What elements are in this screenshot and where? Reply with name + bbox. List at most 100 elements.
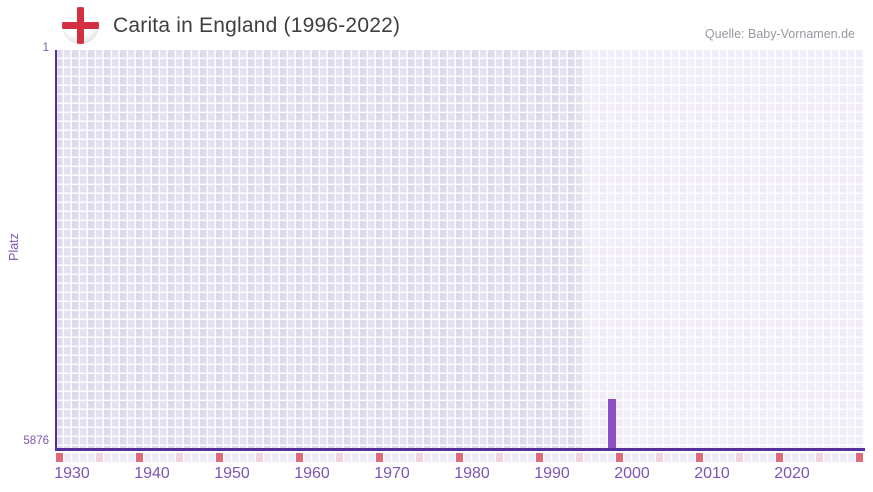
y-axis-tick-bottom: 5876 [23, 435, 49, 447]
ruler-cell [648, 453, 656, 462]
x-tick-label-1980: 1980 [454, 465, 490, 482]
ruler-cell [536, 453, 544, 462]
ruler-cell [792, 453, 800, 462]
ruler-cell [472, 453, 480, 462]
ruler-cell [640, 453, 648, 462]
ruler-cell [704, 453, 712, 462]
ruler-cell [696, 453, 704, 462]
ruler-cell [744, 453, 752, 462]
ruler-cell [336, 453, 344, 462]
ruler-cell [816, 453, 824, 462]
ruler-cell [304, 453, 312, 462]
ruler-cell [224, 453, 232, 462]
x-tick-label-1990: 1990 [534, 465, 570, 482]
ruler-cell [576, 453, 584, 462]
ruler-cell [856, 453, 864, 462]
ruler-cell [656, 453, 664, 462]
ruler-cell [296, 453, 304, 462]
ruler-cell [664, 453, 672, 462]
ruler-cell [248, 453, 256, 462]
ruler-cell [496, 453, 504, 462]
ruler-cell [448, 453, 456, 462]
ruler-cell [352, 453, 360, 462]
ruler-cell [440, 453, 448, 462]
england-flag-icon [62, 7, 99, 44]
ruler-cell [128, 453, 136, 462]
ruler-cell [736, 453, 744, 462]
year-ruler [56, 453, 864, 462]
grid-region-data [584, 50, 864, 448]
ruler-cell [840, 453, 848, 462]
ruler-cell [344, 453, 352, 462]
flag-cross-horizontal [62, 22, 99, 29]
ruler-cell [800, 453, 808, 462]
ruler-cell [168, 453, 176, 462]
x-tick-label-2020: 2020 [774, 465, 810, 482]
ruler-cell [400, 453, 408, 462]
ruler-cell [512, 453, 520, 462]
ruler-cell [720, 453, 728, 462]
ruler-cell [560, 453, 568, 462]
ruler-cell [568, 453, 576, 462]
ruler-cell [136, 453, 144, 462]
ruler-cell [160, 453, 168, 462]
ruler-cell [152, 453, 160, 462]
x-tick-label-1940: 1940 [134, 465, 170, 482]
ruler-cell [824, 453, 832, 462]
ruler-cell [408, 453, 416, 462]
ruler-cell [464, 453, 472, 462]
ruler-cell [728, 453, 736, 462]
ruler-cell [632, 453, 640, 462]
ruler-cell [600, 453, 608, 462]
ruler-cell [552, 453, 560, 462]
ruler-cell [384, 453, 392, 462]
ruler-cell [264, 453, 272, 462]
ruler-cell [752, 453, 760, 462]
ruler-cell [768, 453, 776, 462]
ruler-cell [488, 453, 496, 462]
ruler-cell [784, 453, 792, 462]
grid-region-pre [56, 50, 584, 448]
plot-area [56, 50, 864, 448]
ruler-cell [312, 453, 320, 462]
ruler-cell [520, 453, 528, 462]
ruler-cell [832, 453, 840, 462]
x-tick-label-1950: 1950 [214, 465, 250, 482]
ruler-cell [624, 453, 632, 462]
y-axis-label: Platz [7, 233, 21, 261]
ruler-cell [712, 453, 720, 462]
ruler-cell [592, 453, 600, 462]
x-tick-label-1960: 1960 [294, 465, 330, 482]
ruler-cell [528, 453, 536, 462]
ruler-cell [288, 453, 296, 462]
x-tick-label-2010: 2010 [694, 465, 730, 482]
ruler-cell [216, 453, 224, 462]
ruler-cell [776, 453, 784, 462]
ruler-cell [608, 453, 616, 462]
ruler-cell [432, 453, 440, 462]
ruler-cell [808, 453, 816, 462]
ruler-cell [320, 453, 328, 462]
ruler-cell [480, 453, 488, 462]
ruler-cell [616, 453, 624, 462]
ruler-cell [672, 453, 680, 462]
ruler-cell [56, 453, 64, 462]
ruler-cell [280, 453, 288, 462]
ruler-cell [456, 453, 464, 462]
ruler-cell [144, 453, 152, 462]
ruler-cell [848, 453, 856, 462]
ruler-cell [184, 453, 192, 462]
ruler-cell [544, 453, 552, 462]
ruler-cell [104, 453, 112, 462]
x-tick-label-1930: 1930 [54, 465, 90, 482]
chart-bar-1997 [608, 399, 616, 448]
ruler-cell [328, 453, 336, 462]
ruler-cell [112, 453, 120, 462]
x-axis-line [54, 448, 865, 451]
ruler-cell [376, 453, 384, 462]
ruler-cell [96, 453, 104, 462]
y-axis-tick-top: 1 [42, 42, 49, 54]
ruler-cell [584, 453, 592, 462]
ruler-cell [272, 453, 280, 462]
